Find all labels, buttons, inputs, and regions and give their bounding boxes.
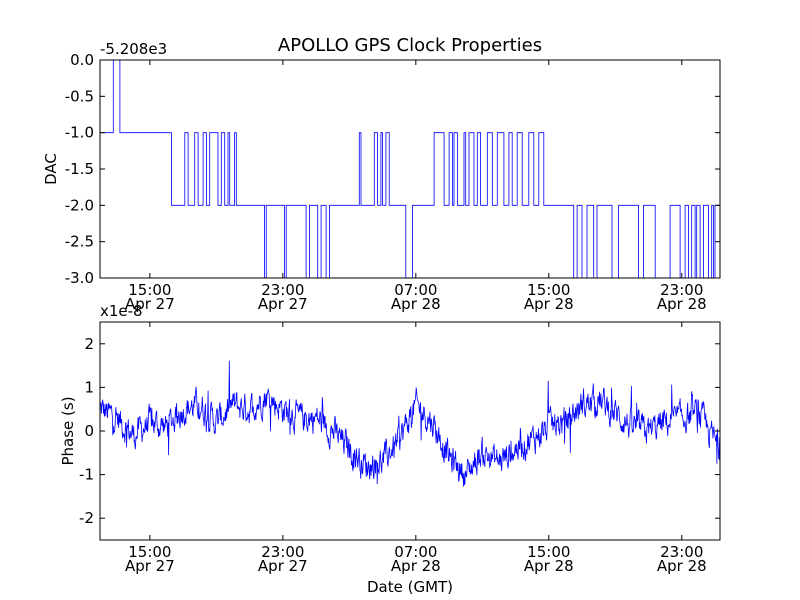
y-tick-label: 1 <box>84 378 94 396</box>
x-tick-label-date: Apr 27 <box>125 557 175 575</box>
x-tick-label-date: Apr 28 <box>391 295 441 313</box>
dac-series-group <box>100 59 720 279</box>
dac-series-line <box>100 59 720 279</box>
x-tick-label-time: 23:00 <box>660 281 703 299</box>
y-tick-label: 2 <box>84 335 94 353</box>
phase-series-group <box>99 360 721 487</box>
y-tick-label: -0.5 <box>65 87 94 105</box>
y-tick-label: -1 <box>79 466 94 484</box>
y-tick-label: -2 <box>79 509 94 527</box>
phase-y-axis-label: Phase (s) <box>59 396 77 465</box>
x-axis-label: Date (GMT) <box>367 578 453 596</box>
x-tick-label-time: 07:00 <box>394 281 437 299</box>
y-tick-label: -2.5 <box>65 233 94 251</box>
figure-title: APOLLO GPS Clock Properties <box>278 35 542 56</box>
phase-plot-area <box>100 322 720 540</box>
y-tick-label: -1.0 <box>65 124 94 142</box>
x-tick-label-time: 15:00 <box>128 543 171 561</box>
dac-y-axis-label: DAC <box>42 153 60 185</box>
x-tick-label-date: Apr 27 <box>125 295 175 313</box>
x-tick-label-time: 23:00 <box>261 281 304 299</box>
x-tick-label-date: Apr 28 <box>524 557 574 575</box>
y-tick-label: -3.0 <box>65 269 94 287</box>
y-tick-label: 0 <box>84 422 94 440</box>
dac-plot-area <box>100 60 720 278</box>
x-tick-label-time: 23:00 <box>660 543 703 561</box>
x-tick-label-date: Apr 28 <box>657 295 707 313</box>
y-tick-label: -1.5 <box>65 160 94 178</box>
dac-offset-label: -5.208e3 <box>100 40 167 58</box>
y-tick-label: -2.0 <box>65 196 94 214</box>
phase-offset-label: x1e-8 <box>100 302 143 320</box>
x-tick-label-date: Apr 27 <box>258 295 308 313</box>
x-tick-label-date: Apr 27 <box>258 557 308 575</box>
x-tick-label-time: 07:00 <box>394 543 437 561</box>
x-tick-label-time: 15:00 <box>527 543 570 561</box>
x-tick-label-time: 15:00 <box>527 281 570 299</box>
x-tick-label-time: 15:00 <box>128 281 171 299</box>
y-tick-label: 0.0 <box>70 51 94 69</box>
x-tick-label-date: Apr 28 <box>657 557 707 575</box>
phase-series-line <box>99 360 721 487</box>
x-tick-label-date: Apr 28 <box>524 295 574 313</box>
x-tick-label-date: Apr 28 <box>391 557 441 575</box>
x-tick-label-time: 23:00 <box>261 543 304 561</box>
